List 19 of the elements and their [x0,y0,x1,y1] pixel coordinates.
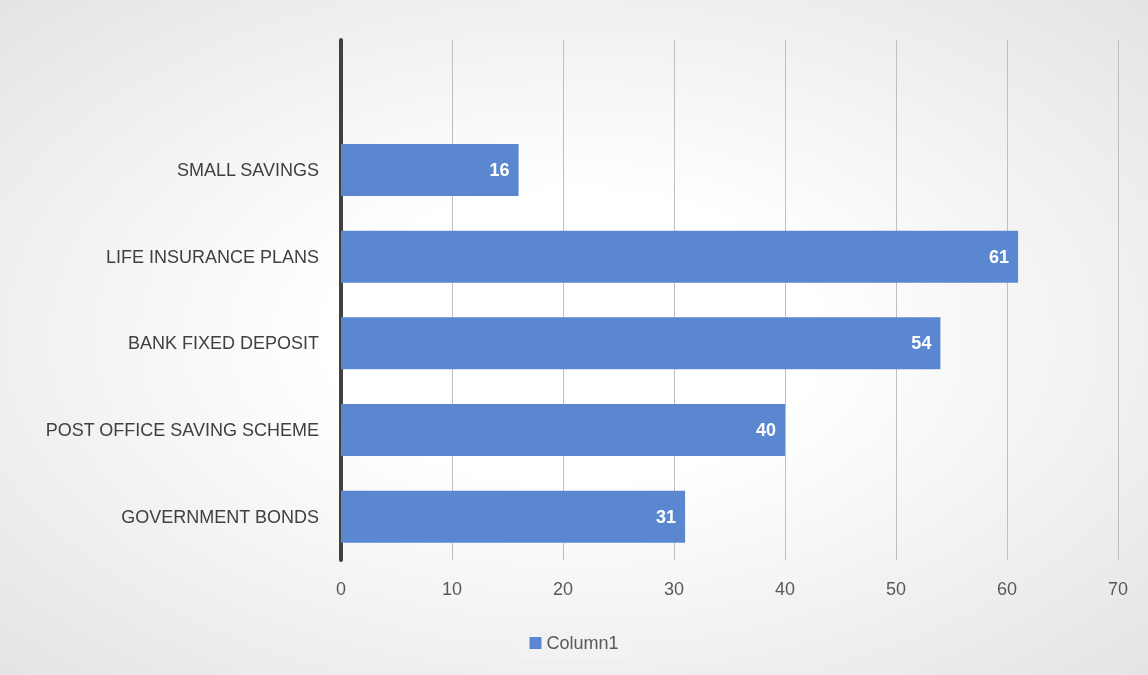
x-tick-label: 60 [996,579,1018,599]
data-label: 61 [989,246,1010,267]
data-label: 40 [755,420,776,440]
x-tick-label: 0 [335,579,347,599]
y-tick-label: POST OFFICE SAVING SCHEME [45,420,319,440]
x-tick-label: 20 [552,579,574,599]
y-tick-label: LIFE INSURANCE PLANS [105,246,319,267]
x-tick-label: 50 [885,579,907,599]
data-label: 16 [489,160,510,180]
data-label: 31 [656,506,677,527]
x-tick-label: 40 [774,579,796,599]
x-tick-label: 30 [663,579,685,599]
data-label: 54 [911,333,932,354]
x-tick-label: 10 [441,579,463,599]
y-tick-label: BANK FIXED DEPOSIT [127,333,319,354]
legend-label: Column1 [546,633,619,653]
y-tick-label: GOVERNMENT BONDS [121,506,319,527]
x-tick-label: 70 [1107,579,1129,599]
y-tick-label: SMALL SAVINGS [176,160,319,180]
